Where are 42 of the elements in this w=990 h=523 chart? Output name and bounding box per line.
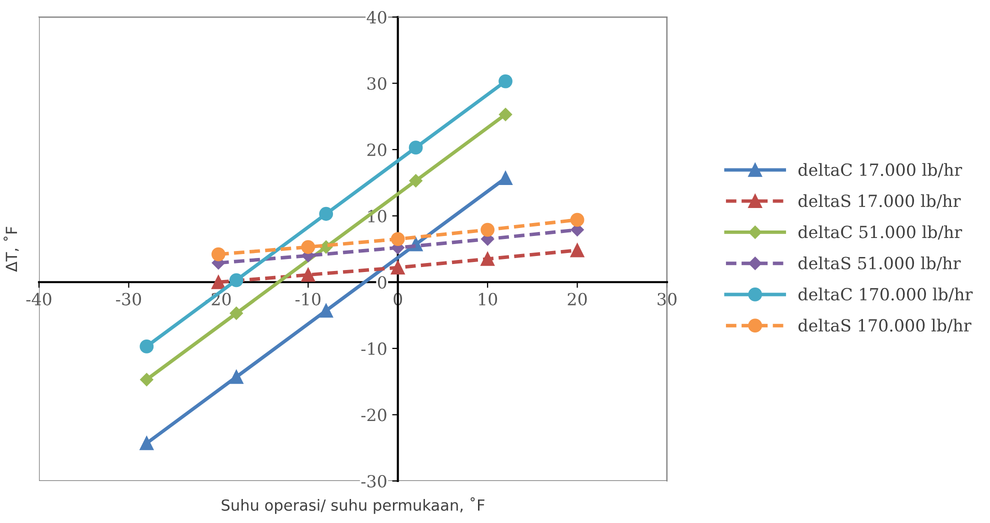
legend-label: deltaS 17.000 lb/hr	[798, 194, 961, 208]
point	[570, 243, 584, 258]
legend-label: deltaS 170.000 lb/hr	[798, 318, 972, 333]
point	[319, 304, 334, 318]
point	[498, 171, 512, 186]
point	[498, 108, 512, 122]
y-tick-label: 30	[368, 77, 386, 90]
legend-label: deltaC 17.000 lb/hr	[798, 163, 962, 178]
x-tick-label: 10	[479, 292, 498, 306]
point	[229, 273, 244, 288]
point	[319, 206, 334, 221]
y-tick-label: 40	[366, 10, 386, 24]
point	[229, 370, 244, 384]
point	[301, 240, 316, 254]
legend-label: deltaC 170.000 lb/hr	[798, 288, 973, 302]
point	[211, 275, 226, 290]
point	[140, 372, 154, 386]
point	[480, 252, 495, 266]
y-tick-label: -30	[361, 474, 386, 488]
y-tick-label: 20	[367, 144, 386, 156]
point	[498, 74, 512, 88]
point	[230, 306, 243, 320]
x-axis-title: Suhu operasi/ suhu permukaan, ˚F	[222, 497, 484, 514]
legend-label: deltaC 51.000 lb/hr	[798, 225, 962, 240]
point	[211, 247, 226, 262]
point	[480, 222, 495, 237]
point	[570, 212, 584, 227]
x-tick-label: 20	[568, 292, 587, 306]
y-tick-label: 0	[378, 276, 386, 289]
x-tick-label: -10	[295, 292, 320, 306]
x-tick-label: -30	[116, 292, 142, 306]
point	[140, 436, 154, 450]
point	[390, 232, 405, 246]
legend-label: deltaS 51.000 lb/hr	[798, 256, 961, 271]
point	[408, 140, 423, 155]
y-tick-label: -20	[361, 408, 386, 422]
point	[140, 339, 154, 354]
point	[301, 268, 316, 282]
point	[409, 174, 422, 188]
point	[390, 260, 405, 275]
y-tick-label: -10	[361, 342, 386, 355]
y-axis-title: ΔT, ˚F	[4, 226, 19, 272]
